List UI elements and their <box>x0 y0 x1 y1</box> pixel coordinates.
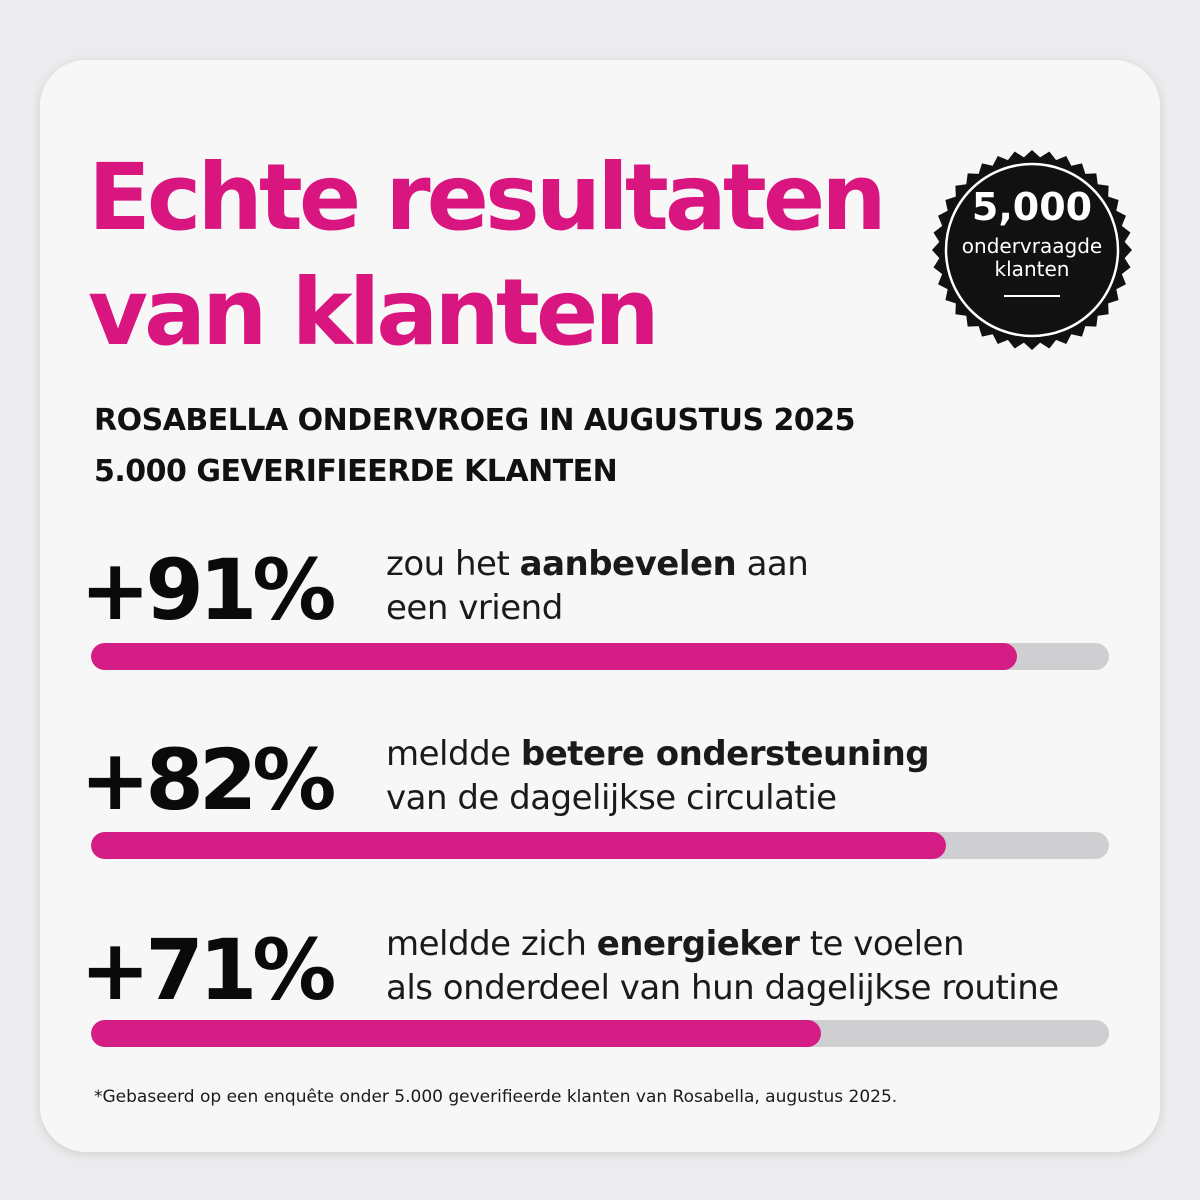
progress-bar-fill <box>91 1020 821 1047</box>
stat-description: meldde betere ondersteuning van de dagel… <box>386 732 930 820</box>
infographic-card: Echte resultaten van klanten 5,000 onder… <box>40 60 1160 1152</box>
badge-number: 5,000 <box>971 185 1093 229</box>
stat-highlight: energieker <box>596 924 800 964</box>
badge-label-line-1: ondervraagde <box>961 234 1103 258</box>
stat-desc-line-1: zou het aanbevelen aan <box>386 544 809 584</box>
badge-seal-edge <box>932 150 1132 350</box>
headline-line-1: Echte resultaten <box>88 144 887 251</box>
badge-seal-shape <box>932 150 1132 350</box>
progress-bar-fill <box>91 832 947 859</box>
stat-desc-line-2: als onderdeel van hun dagelijkse routine <box>386 968 1059 1008</box>
progress-bar <box>91 643 1109 670</box>
badge-inner-ring <box>944 162 1120 338</box>
stat-highlight: aanbevelen <box>519 544 737 584</box>
stat-description: zou het aanbevelen aan een vriend <box>386 542 809 630</box>
footnote: *Gebaseerd op een enquête onder 5.000 ge… <box>94 1087 898 1107</box>
progress-bar-fill <box>91 643 1018 670</box>
stat-description: meldde zich energieker te voelen als ond… <box>386 922 1059 1010</box>
stat-desc-line-2: een vriend <box>386 588 563 628</box>
stat-percent: +82% <box>80 731 336 829</box>
progress-bar <box>91 832 1109 859</box>
subtitle-line-1: ROSABELLA ONDERVROEG IN AUGUSTUS 2025 <box>94 403 856 438</box>
stat-row-recommend: +91% zou het aanbevelen aan een vriend <box>40 540 1160 710</box>
stat-percent: +91% <box>80 541 336 639</box>
badge-divider <box>1004 295 1060 297</box>
stat-highlight: betere ondersteuning <box>520 734 930 774</box>
stat-desc-line-1: meldde zich energieker te voelen <box>386 924 965 964</box>
badge-label-line-2: klanten <box>994 257 1070 281</box>
stat-row-energy: +71% meldde zich energieker te voelen al… <box>40 920 1160 1090</box>
stat-row-circulation: +82% meldde betere ondersteuning van de … <box>40 730 1160 900</box>
stat-desc-line-2: van de dagelijkse circulatie <box>386 778 837 818</box>
survey-subtitle: ROSABELLA ONDERVROEG IN AUGUSTUS 2025 5.… <box>94 395 856 497</box>
stat-desc-line-1: meldde betere ondersteuning <box>386 734 930 774</box>
headline: Echte resultaten van klanten <box>88 140 887 370</box>
survey-badge: 5,000 ondervraagde klanten <box>930 148 1134 352</box>
subtitle-line-2: 5.000 GEVERIFIEERDE KLANTEN <box>94 454 618 489</box>
headline-line-2: van klanten <box>88 259 660 366</box>
stat-percent: +71% <box>80 921 336 1019</box>
progress-bar <box>91 1020 1109 1047</box>
